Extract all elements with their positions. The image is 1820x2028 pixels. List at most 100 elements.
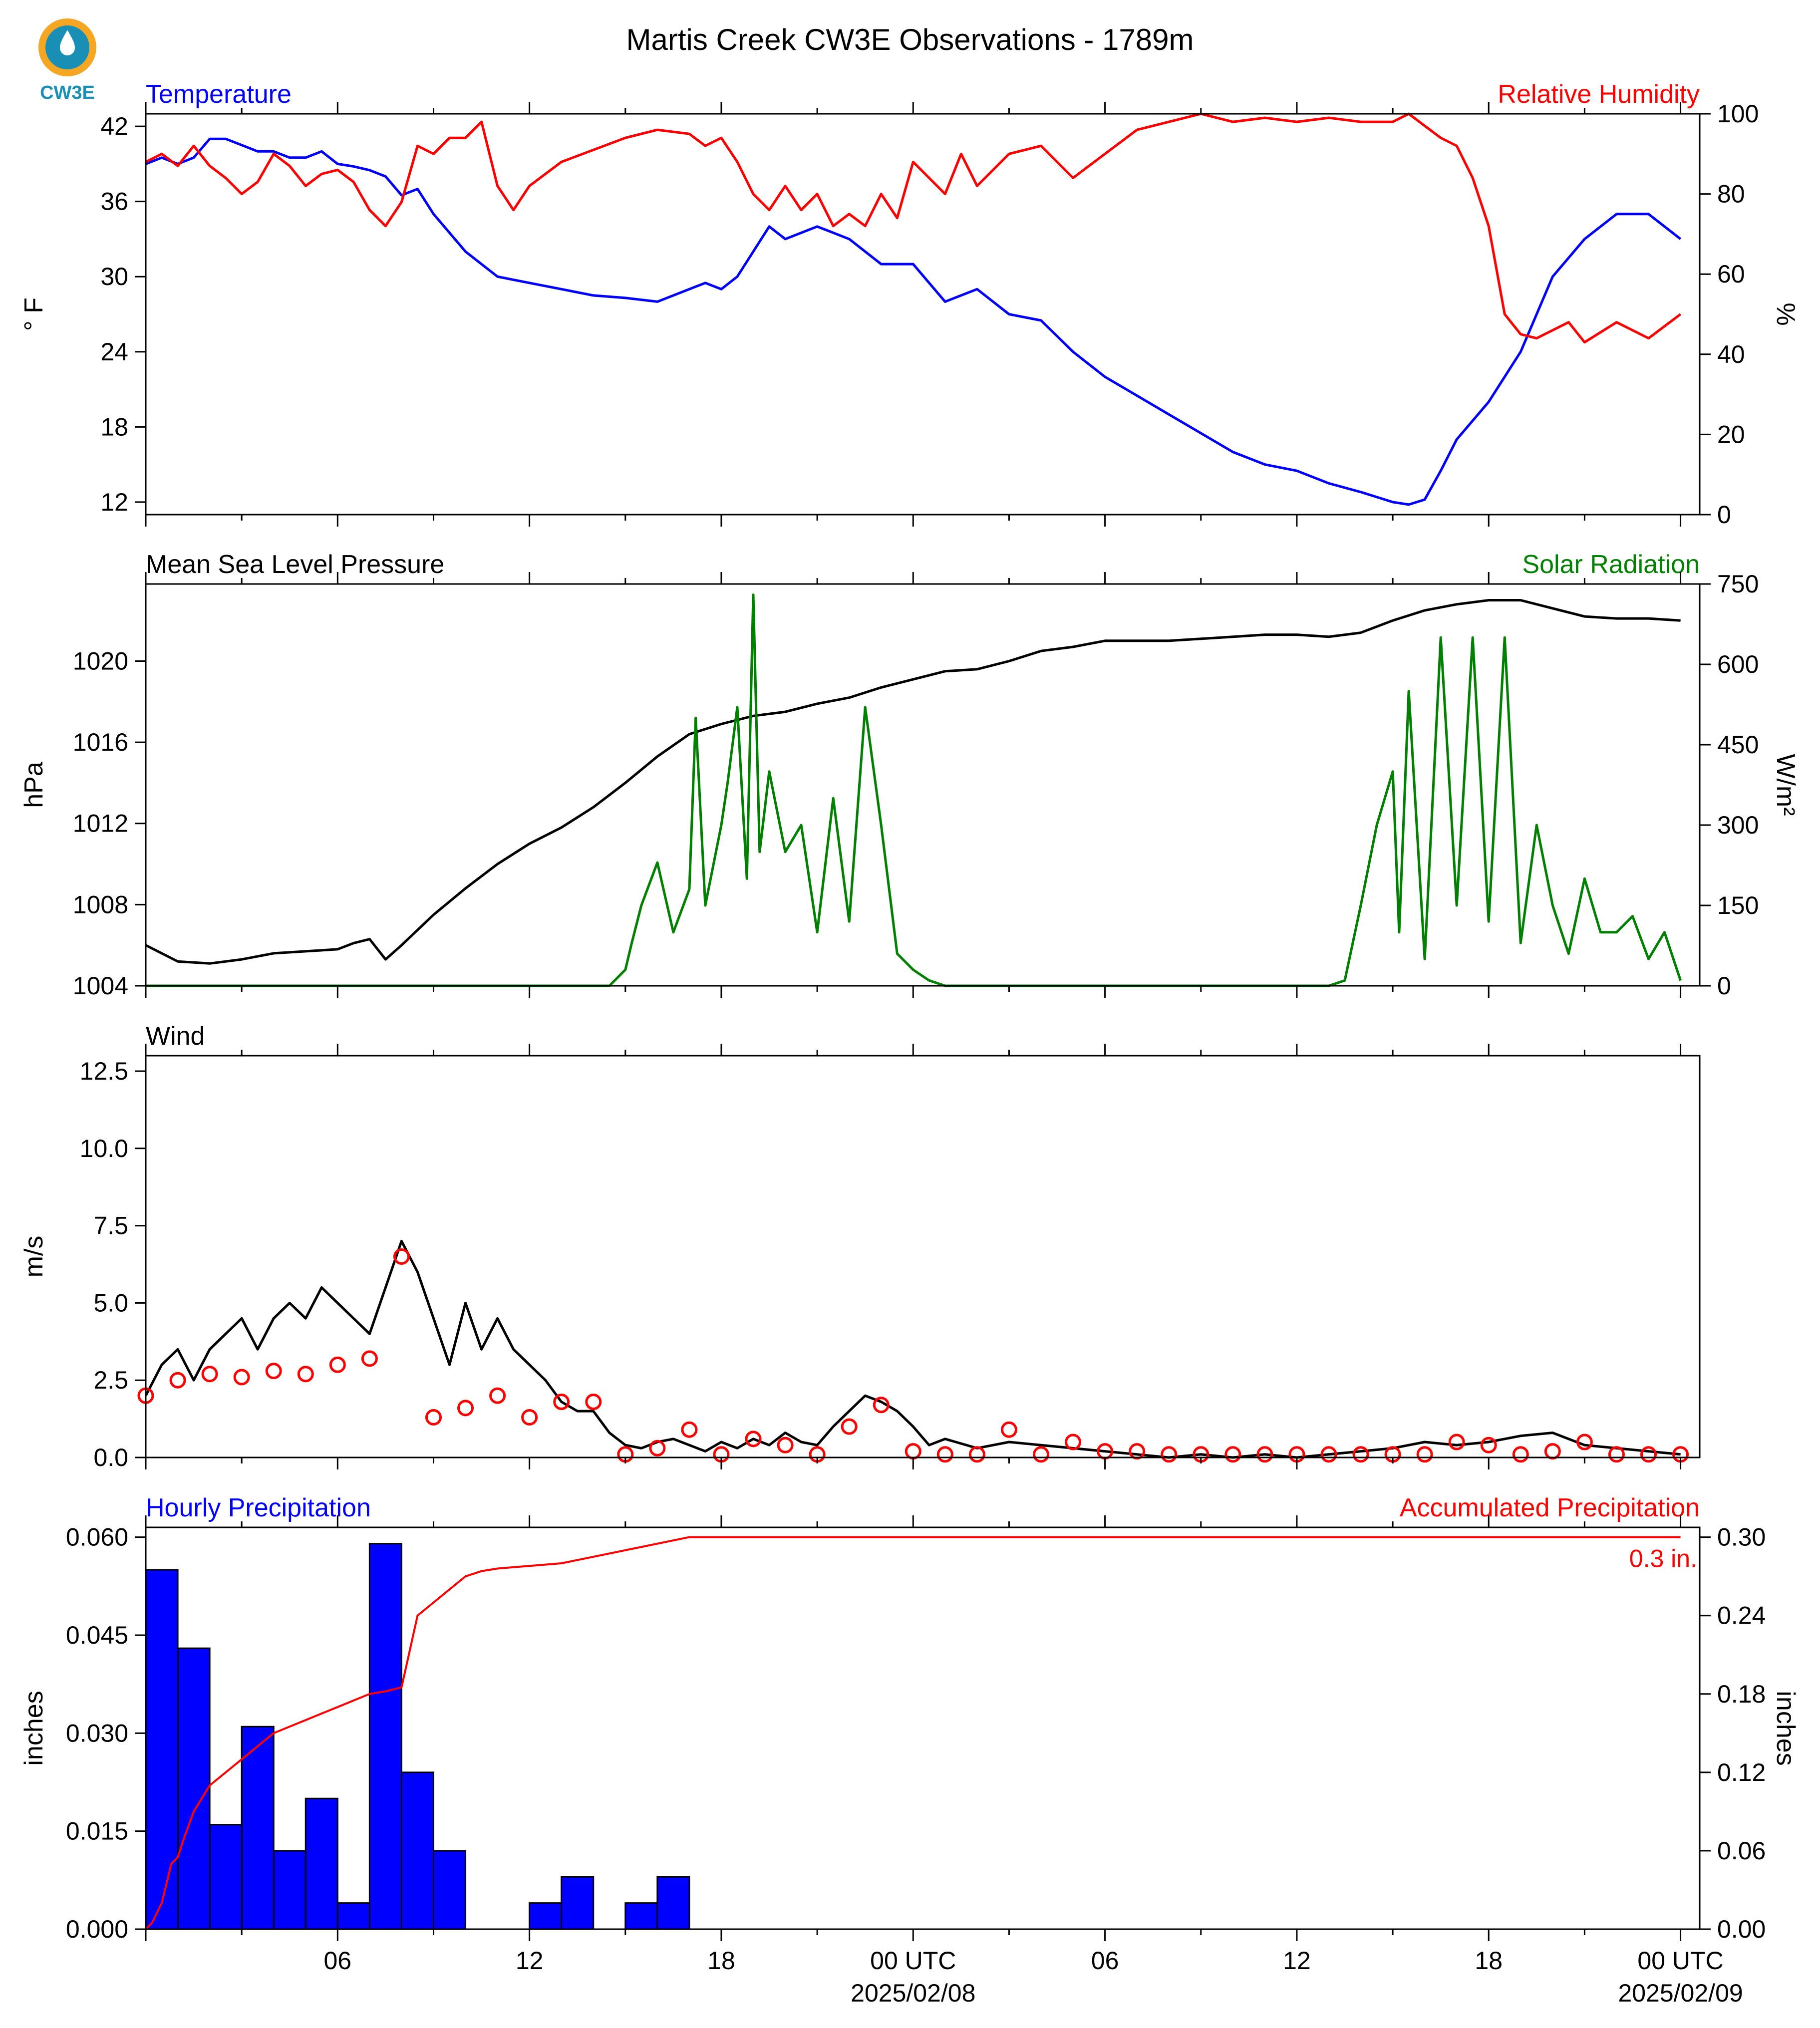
y-tick-label-left: 0.000 — [66, 1915, 128, 1943]
wind-calm-marker — [297, 1366, 314, 1383]
y-tick-label-left: 1012 — [73, 810, 128, 838]
y-tick-label-right: 150 — [1717, 891, 1759, 919]
y-axis-label-right: inches — [1771, 1691, 1800, 1765]
wind-calm-marker — [1352, 1446, 1369, 1463]
y-axis-label-right: W/m² — [1771, 754, 1800, 816]
y-tick-label-right: 60 — [1717, 260, 1745, 288]
y-tick-label-left: 0.030 — [66, 1719, 128, 1747]
y-tick-label-left: 1004 — [73, 972, 128, 1000]
panel-title-left: Wind — [146, 1022, 205, 1051]
wind-calm-marker — [361, 1350, 378, 1367]
wind-calm-marker — [1448, 1434, 1465, 1450]
y-tick-label-right: 0.30 — [1717, 1523, 1766, 1551]
y-axis-label-right: % — [1771, 302, 1800, 325]
precip-bar — [177, 1647, 211, 1930]
panel-title-left: Mean Sea Level Pressure — [146, 550, 444, 579]
wind-calm-marker — [1640, 1446, 1657, 1463]
series-line-0-0 — [145, 137, 1682, 506]
wind-calm-marker — [489, 1387, 506, 1404]
wind-calm-marker — [649, 1440, 666, 1456]
logo-text: CW3E — [40, 82, 95, 103]
precip-bar — [561, 1876, 595, 1930]
wind-calm-marker — [201, 1366, 218, 1383]
y-tick-label-left: 1008 — [73, 890, 128, 918]
wind-calm-marker — [905, 1443, 921, 1460]
wind-calm-marker — [936, 1446, 953, 1463]
wind-calm-marker — [553, 1394, 570, 1411]
wind-calm-marker — [393, 1248, 410, 1265]
y-tick-label-left: 12.5 — [80, 1057, 128, 1085]
precip-bar — [400, 1771, 434, 1930]
x-tick-label: 00 UTC — [1637, 1947, 1723, 1975]
wind-calm-marker — [841, 1418, 858, 1435]
series-line-1-0 — [145, 599, 1681, 965]
wind-calm-marker — [457, 1400, 474, 1417]
precip-bar — [656, 1876, 690, 1930]
wind-calm-marker — [1000, 1421, 1017, 1438]
cw3e-logo: CW3E — [38, 18, 96, 103]
y-axis-label-left: m/s — [19, 1236, 48, 1278]
y-axis-label-left: inches — [19, 1691, 48, 1765]
wind-calm-marker — [1224, 1446, 1241, 1463]
y-tick-label-right: 100 — [1717, 100, 1759, 128]
x-tick-label: 12 — [1283, 1947, 1311, 1975]
wind-calm-marker — [1320, 1446, 1337, 1463]
y-tick-label-left: 0.045 — [66, 1621, 128, 1649]
precip-bar — [432, 1850, 467, 1930]
precip-bar — [273, 1850, 306, 1930]
panel-title-right: Relative Humidity — [1498, 80, 1700, 109]
precip-bar — [368, 1543, 402, 1930]
wind-calm-marker — [1161, 1446, 1178, 1463]
y-tick-label-left: 0.0 — [93, 1444, 128, 1471]
panel-title-right: Accumulated Precipitation — [1400, 1493, 1700, 1522]
precip-bar — [304, 1797, 338, 1930]
wind-calm-marker — [1256, 1446, 1273, 1463]
y-tick-label-left: 12 — [100, 488, 128, 516]
wind-calm-marker — [1512, 1446, 1529, 1463]
y-tick-label-right: 20 — [1717, 420, 1745, 448]
panel-title-left: Temperature — [146, 80, 292, 109]
precip-bar — [624, 1902, 658, 1930]
figure-title: Martis Creek CW3E Observations - 1789m — [626, 23, 1194, 56]
y-tick-label-left: 1016 — [73, 728, 128, 756]
y-tick-label-right: 0 — [1717, 501, 1731, 529]
x-tick-label: 06 — [324, 1947, 352, 1975]
y-axis-label-left: ° F — [19, 297, 48, 331]
wind-calm-marker — [329, 1356, 346, 1373]
panel-0-frame — [145, 113, 1701, 516]
y-tick-label-right: 0.00 — [1717, 1915, 1766, 1943]
y-tick-label-right: 0 — [1717, 972, 1731, 1000]
series-line-0-1 — [145, 112, 1682, 344]
x-date-label: 2025/02/08 — [851, 1979, 975, 2007]
wind-calm-marker — [1129, 1443, 1146, 1460]
panel-3-frame — [145, 1526, 1701, 1930]
wind-calm-marker — [233, 1369, 250, 1386]
x-tick-label: 18 — [1475, 1947, 1503, 1975]
y-tick-label-left: 42 — [100, 112, 128, 140]
wind-calm-marker — [777, 1437, 794, 1453]
wind-calm-marker — [169, 1372, 186, 1389]
precip-bar — [336, 1902, 370, 1930]
panel-title-right: Solar Radiation — [1522, 550, 1700, 579]
wind-calm-marker — [1544, 1443, 1561, 1460]
wind-calm-marker — [1608, 1446, 1625, 1463]
wind-calm-marker — [1416, 1446, 1433, 1463]
y-tick-label-right: 0.06 — [1717, 1837, 1766, 1865]
y-tick-label-left: 1020 — [73, 647, 128, 675]
x-tick-label: 06 — [1091, 1947, 1119, 1975]
y-tick-label-right: 450 — [1717, 731, 1759, 759]
y-tick-label-left: 18 — [100, 413, 128, 441]
y-tick-label-left: 24 — [100, 338, 128, 366]
wind-calm-marker — [425, 1409, 442, 1426]
wind-calm-marker — [585, 1394, 602, 1411]
y-tick-label-left: 5.0 — [93, 1289, 128, 1317]
panel-title-left: Hourly Precipitation — [146, 1493, 371, 1522]
panel-1-frame — [145, 583, 1701, 987]
wind-calm-marker — [521, 1409, 538, 1426]
y-tick-label-left: 10.0 — [80, 1135, 128, 1162]
wind-calm-marker — [745, 1431, 762, 1448]
precip-bar — [529, 1902, 563, 1930]
accum-annotation: 0.3 in. — [1629, 1545, 1697, 1573]
wind-calm-marker — [1576, 1434, 1593, 1450]
wind-calm-marker — [681, 1421, 698, 1438]
